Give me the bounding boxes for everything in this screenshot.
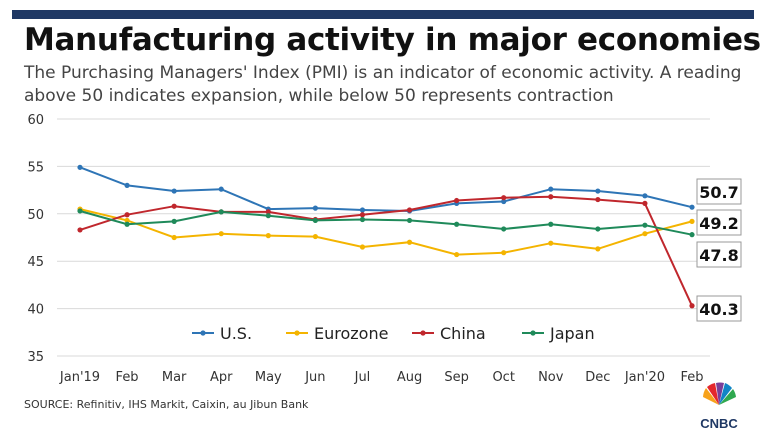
logo-text: CNBC: [700, 416, 738, 431]
x-tick-label: Feb: [116, 370, 139, 385]
data-point: [312, 233, 318, 240]
data-point: [595, 246, 601, 252]
series-line-china: [79, 195, 693, 307]
end-value-label: 50.7: [699, 183, 738, 202]
data-point: [501, 198, 507, 205]
x-tick-label: Jan'20: [624, 370, 665, 385]
series-line-us: [79, 166, 693, 213]
data-point: [642, 193, 648, 199]
data-point: [689, 232, 695, 238]
data-point: [359, 212, 366, 218]
data-point: [406, 217, 413, 224]
data-point: [642, 231, 648, 237]
data-point: [501, 226, 507, 232]
x-tick-label: May: [255, 370, 282, 385]
data-point: [124, 221, 130, 227]
data-point: [218, 209, 224, 215]
data-point: [171, 234, 177, 241]
x-tick-label: Apr: [210, 370, 233, 385]
data-point: [218, 186, 224, 192]
data-point: [406, 207, 413, 213]
legend-marker: [420, 330, 426, 336]
series-line-eurozone: [79, 208, 693, 256]
x-tick-label: Jun: [304, 370, 325, 385]
legend-entry: Japan: [549, 324, 595, 343]
data-point: [218, 231, 224, 237]
cnbc-peacock-logo: CNBC: [700, 382, 738, 431]
x-tick-label: Mar: [162, 370, 187, 385]
end-label-box: [696, 241, 742, 268]
data-point: [171, 203, 177, 209]
x-tick-label: Aug: [397, 370, 422, 385]
data-point: [124, 212, 130, 218]
data-point: [265, 209, 271, 215]
legend-entry: U.S.: [220, 324, 252, 343]
data-point: [689, 303, 695, 309]
data-point: [312, 205, 318, 211]
y-tick-label: 60: [27, 113, 44, 128]
data-point: [548, 221, 554, 227]
legend-marker: [530, 330, 536, 336]
data-point: [312, 217, 318, 224]
end-value-label: 49.2: [699, 214, 738, 233]
end-label-box: [696, 295, 742, 322]
data-point: [359, 216, 366, 223]
y-tick-label: 50: [27, 208, 44, 223]
data-point: [642, 222, 648, 228]
data-point: [501, 195, 507, 201]
data-point: [548, 186, 554, 192]
data-point: [548, 194, 554, 200]
data-point: [689, 204, 695, 210]
end-label-box: [696, 209, 742, 236]
chart-subtitle: The Purchasing Managers' Index (PMI) is …: [24, 63, 742, 106]
legend-entry: Eurozone: [314, 324, 388, 343]
data-point: [171, 218, 177, 224]
end-value-label: 47.8: [699, 246, 738, 265]
y-tick-label: 55: [27, 160, 44, 175]
x-tick-label: Nov: [538, 370, 564, 385]
x-tick-label: Jan'19: [59, 370, 100, 385]
data-point: [689, 218, 695, 224]
top-accent-bar: [12, 10, 754, 19]
x-tick-label: Dec: [585, 370, 610, 385]
data-point: [548, 240, 554, 246]
source-note: SOURCE: Refinitiv, IHS Markit, Caixin, a…: [24, 398, 309, 411]
data-point: [359, 207, 366, 213]
data-point: [359, 244, 366, 250]
y-tick-label: 35: [27, 350, 44, 365]
y-tick-label: 45: [27, 255, 44, 270]
chart-title: Manufacturing activity in major economie…: [24, 22, 761, 58]
data-point: [77, 227, 83, 233]
data-point: [501, 250, 507, 256]
data-point: [595, 188, 601, 194]
data-point: [454, 221, 460, 227]
data-point: [77, 208, 83, 214]
data-point: [595, 226, 601, 232]
legend-entry: China: [440, 324, 486, 343]
data-point: [171, 188, 177, 194]
x-tick-label: Jul: [354, 370, 371, 385]
y-tick-label: 40: [27, 303, 44, 318]
x-tick-label: Oct: [492, 370, 514, 385]
data-point: [406, 239, 413, 245]
data-point: [77, 164, 83, 170]
data-point: [454, 197, 460, 204]
end-value-label: 40.3: [699, 300, 738, 319]
series-line-japan: [79, 210, 693, 236]
legend-marker: [200, 330, 206, 336]
data-point: [265, 233, 271, 239]
data-point: [642, 200, 648, 206]
data-point: [124, 182, 130, 188]
data-point: [595, 196, 601, 203]
data-point: [124, 217, 130, 224]
end-label-box: [696, 178, 742, 205]
x-tick-label: Sep: [444, 370, 469, 385]
legend-marker: [294, 330, 300, 336]
x-tick-label: Feb: [680, 370, 703, 385]
data-point: [265, 213, 271, 219]
data-point: [454, 251, 460, 258]
